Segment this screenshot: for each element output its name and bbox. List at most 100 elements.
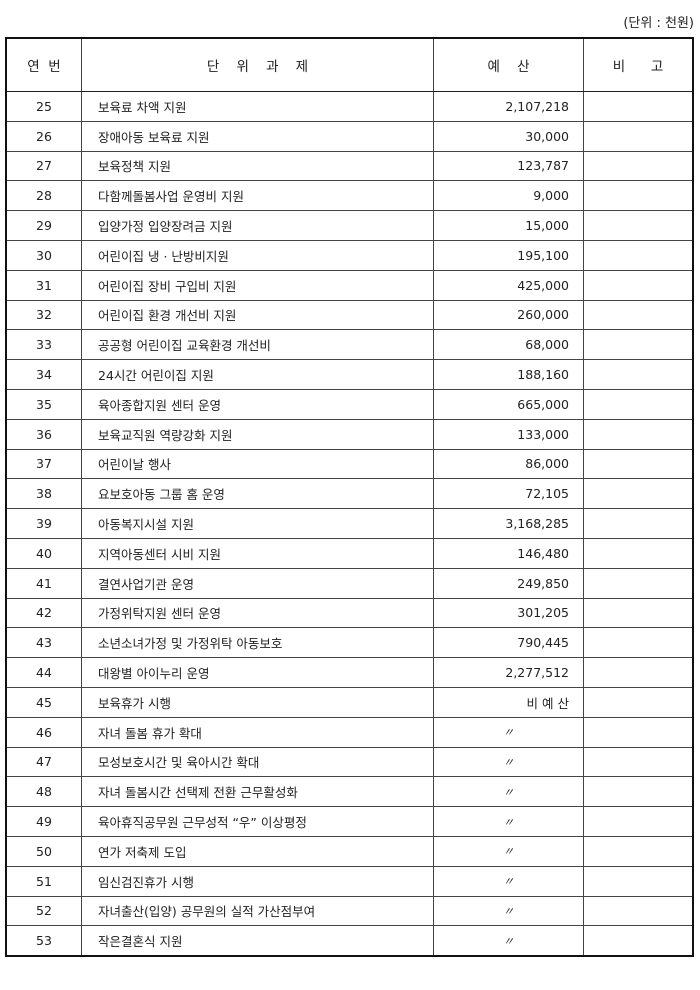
row-number: 39 [5,508,82,539]
table-row: 51 임신검진휴가 시행 〃 [5,865,694,897]
table-row: 31 어린이집 장비 구입비 지원 425,000 [5,269,694,301]
row-number: 25 [5,91,82,122]
row-budget: 301,205 [433,597,584,629]
row-note [583,448,694,480]
row-budget: 〃 [433,895,584,927]
row-task: 어린이날 행사 [81,448,434,480]
row-note [583,329,694,361]
row-note [583,269,694,301]
row-budget: 2,107,218 [433,91,584,122]
row-note [583,359,694,390]
row-task: 어린이집 장비 구입비 지원 [81,269,434,301]
row-task: 지역아동센터 시비 지원 [81,537,434,569]
row-note [583,925,694,957]
row-budget: 86,000 [433,448,584,480]
row-note [583,597,694,629]
row-budget: 123,787 [433,150,584,182]
row-note [583,746,694,778]
row-note [583,627,694,659]
row-note [583,478,694,510]
row-task: 어린이집 냉 · 난방비지원 [81,239,434,271]
table-row: 42 가정위탁지원 센터 운영 301,205 [5,597,694,629]
row-budget: 30,000 [433,120,584,152]
row-budget: 146,480 [433,537,584,569]
row-number: 42 [5,597,82,629]
header-task: 단 위 과 제 [81,37,434,92]
table-row: 33 공공형 어린이집 교육환경 개선비 68,000 [5,329,694,361]
row-note [583,120,694,152]
table-row: 37 어린이날 행사 86,000 [5,448,694,480]
row-budget: 〃 [433,746,584,778]
row-number: 43 [5,627,82,659]
row-budget: 15,000 [433,210,584,241]
row-budget: 68,000 [433,329,584,361]
row-number: 52 [5,895,82,927]
row-budget: 72,105 [433,478,584,510]
row-task: 가정위탁지원 센터 운영 [81,597,434,629]
row-number: 27 [5,150,82,182]
row-number: 46 [5,716,82,748]
row-task: 연가 저축제 도입 [81,835,434,867]
row-budget: 188,160 [433,359,584,390]
row-number: 38 [5,478,82,510]
row-budget: 2,277,512 [433,657,584,688]
table-row: 41 결연사업기관 운영 249,850 [5,567,694,599]
row-task: 임신검진휴가 시행 [81,865,434,897]
row-task: 육아종합지원 센터 운영 [81,388,434,420]
row-note [583,537,694,569]
row-number: 44 [5,657,82,688]
row-number: 53 [5,925,82,957]
row-budget: 133,000 [433,418,584,450]
row-number: 28 [5,180,82,212]
row-number: 37 [5,448,82,480]
row-task: 육아휴직공무원 근무성적 “우” 이상평정 [81,806,434,837]
row-task: 어린이집 환경 개선비 지원 [81,299,434,331]
row-task: 보육료 차액 지원 [81,91,434,122]
row-task: 보육정책 지원 [81,150,434,182]
row-budget: 〃 [433,806,584,837]
row-task: 작은결혼식 지원 [81,925,434,957]
table-row: 39 아동복지시설 지원 3,168,285 [5,508,694,539]
row-task: 모성보호시간 및 육아시간 확대 [81,746,434,778]
table-row: 48 자녀 돌봄시간 선택제 전환 근무활성화 〃 [5,776,694,808]
row-note [583,865,694,897]
row-budget: 665,000 [433,388,584,420]
row-number: 47 [5,746,82,778]
row-budget: 〃 [433,925,584,957]
row-number: 34 [5,359,82,390]
row-number: 30 [5,239,82,271]
table-row: 38 요보호아동 그룹 홈 운영 72,105 [5,478,694,510]
row-budget: 비 예 산 [433,686,584,718]
budget-table: 연 번 단 위 과 제 예 산 비 고 25 보육료 차액 지원 2,107,218… [5,37,694,958]
row-budget: 3,168,285 [433,508,584,539]
row-number: 36 [5,418,82,450]
row-number: 29 [5,210,82,241]
row-number: 49 [5,806,82,837]
table-row: 35 육아종합지원 센터 운영 665,000 [5,388,694,420]
row-task: 대왕별 아이누리 운영 [81,657,434,688]
row-note [583,686,694,718]
row-note [583,210,694,241]
table-row: 44 대왕별 아이누리 운영 2,277,512 [5,657,694,688]
row-budget: 260,000 [433,299,584,331]
row-number: 40 [5,537,82,569]
table-row: 49 육아휴직공무원 근무성적 “우” 이상평정 〃 [5,806,694,837]
row-note [583,835,694,867]
row-note [583,657,694,688]
row-task: 자녀 돌봄 휴가 확대 [81,716,434,748]
header-budget: 예 산 [433,37,584,92]
row-budget: 425,000 [433,269,584,301]
row-task: 보육교직원 역량강화 지원 [81,418,434,450]
row-note [583,91,694,122]
row-number: 35 [5,388,82,420]
row-number: 45 [5,686,82,718]
row-number: 26 [5,120,82,152]
row-task: 공공형 어린이집 교육환경 개선비 [81,329,434,361]
row-note [583,716,694,748]
table-row: 40 지역아동센터 시비 지원 146,480 [5,537,694,569]
row-number: 31 [5,269,82,301]
row-task: 보육휴가 시행 [81,686,434,718]
row-task: 요보호아동 그룹 홈 운영 [81,478,434,510]
table-row: 34 24시간 어린이집 지원 188,160 [5,359,694,390]
row-task: 자녀 돌봄시간 선택제 전환 근무활성화 [81,776,434,808]
